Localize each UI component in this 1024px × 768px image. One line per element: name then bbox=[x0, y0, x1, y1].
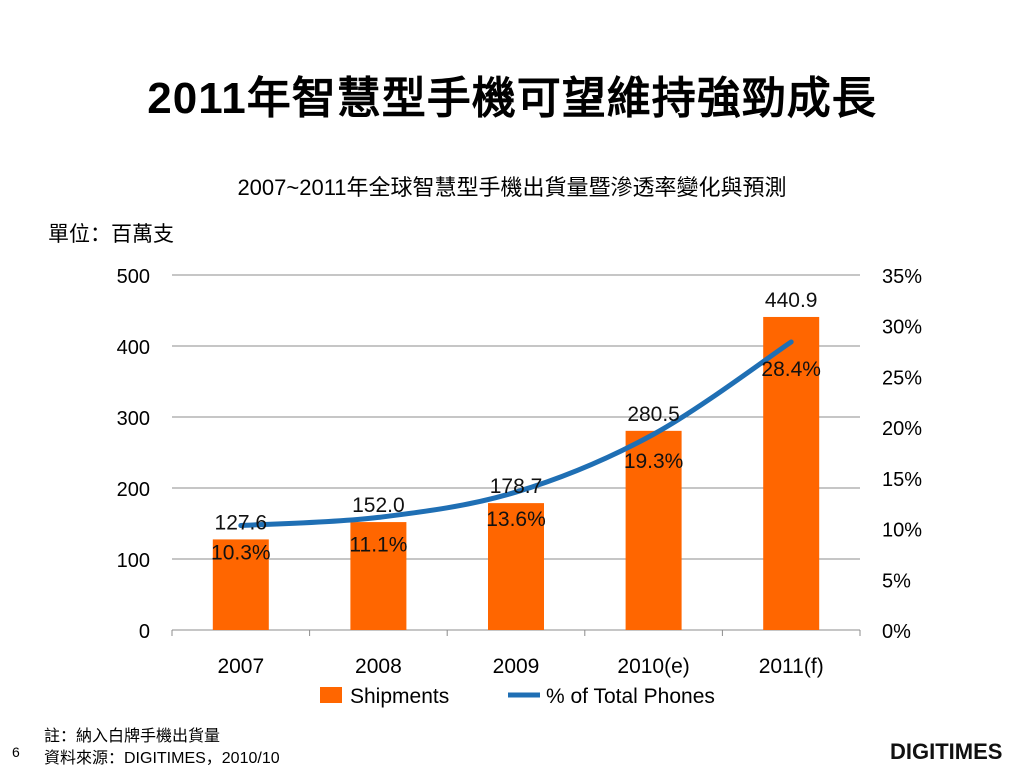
y-right-tick-label: 5% bbox=[882, 570, 911, 592]
x-category-label: 2010(e) bbox=[617, 655, 689, 678]
logo-text: DIGITIMES bbox=[890, 739, 1002, 764]
page-number: 6 bbox=[12, 744, 20, 760]
line-value-label: 10.3% bbox=[211, 542, 271, 565]
digitimes-logo: DIGITIMES bbox=[890, 739, 1002, 764]
line-value-label: 11.1% bbox=[349, 533, 407, 556]
bar bbox=[625, 430, 682, 630]
y-left-tick-label: 0 bbox=[139, 621, 150, 643]
legend-swatch-shipments bbox=[320, 687, 342, 703]
unit-label: 單位：百萬支 bbox=[48, 223, 174, 246]
legend-label-shipments: Shipments bbox=[350, 685, 449, 708]
bar-value-label: 280.5 bbox=[627, 403, 680, 426]
bar bbox=[212, 539, 269, 630]
x-category-label: 2011(f) bbox=[759, 655, 824, 678]
footnote: 註：納入白牌手機出貨量 bbox=[44, 728, 221, 745]
chart-title: 2007~2011年全球智慧型手機出貨量暨滲透率變化與預測 bbox=[237, 175, 787, 200]
bar-value-label: 127.6 bbox=[215, 511, 268, 534]
x-category-label: 2008 bbox=[355, 655, 402, 678]
y-left-tick-label: 400 bbox=[117, 337, 150, 359]
y-left-tick-label: 500 bbox=[117, 266, 150, 288]
bar bbox=[350, 522, 407, 630]
y-left-tick-label: 200 bbox=[117, 479, 150, 501]
slide-title: 2011年智慧型手機可望維持強勁成長 bbox=[147, 74, 877, 123]
x-category-label: 2007 bbox=[217, 655, 264, 678]
bar bbox=[488, 503, 544, 630]
x-category-label: 2009 bbox=[493, 655, 540, 678]
line-value-label: 28.4% bbox=[761, 358, 821, 381]
bar-value-label: 440.9 bbox=[765, 289, 818, 312]
y-right-tick-label: 10% bbox=[882, 520, 922, 542]
source-note: 資料來源：DIGITIMES，2010/10 bbox=[44, 750, 280, 767]
y-right-tick-label: 0% bbox=[882, 621, 911, 643]
y-left-tick-label: 300 bbox=[117, 408, 150, 430]
line-value-label: 13.6% bbox=[486, 508, 546, 531]
line-series bbox=[238, 339, 794, 529]
legend-label-penetration: % of Total Phones bbox=[546, 685, 715, 708]
y-right-tick-label: 25% bbox=[882, 367, 922, 389]
y-right-tick-label: 20% bbox=[882, 418, 922, 440]
bar-value-label: 178.7 bbox=[490, 475, 543, 498]
bar-value-label: 152.0 bbox=[352, 494, 405, 517]
bar bbox=[763, 316, 820, 630]
y-right-tick-label: 35% bbox=[882, 266, 922, 288]
y-right-tick-label: 15% bbox=[882, 469, 922, 491]
line-value-label: 19.3% bbox=[624, 450, 684, 473]
y-left-tick-label: 100 bbox=[117, 550, 150, 572]
y-right-tick-label: 30% bbox=[882, 317, 922, 339]
